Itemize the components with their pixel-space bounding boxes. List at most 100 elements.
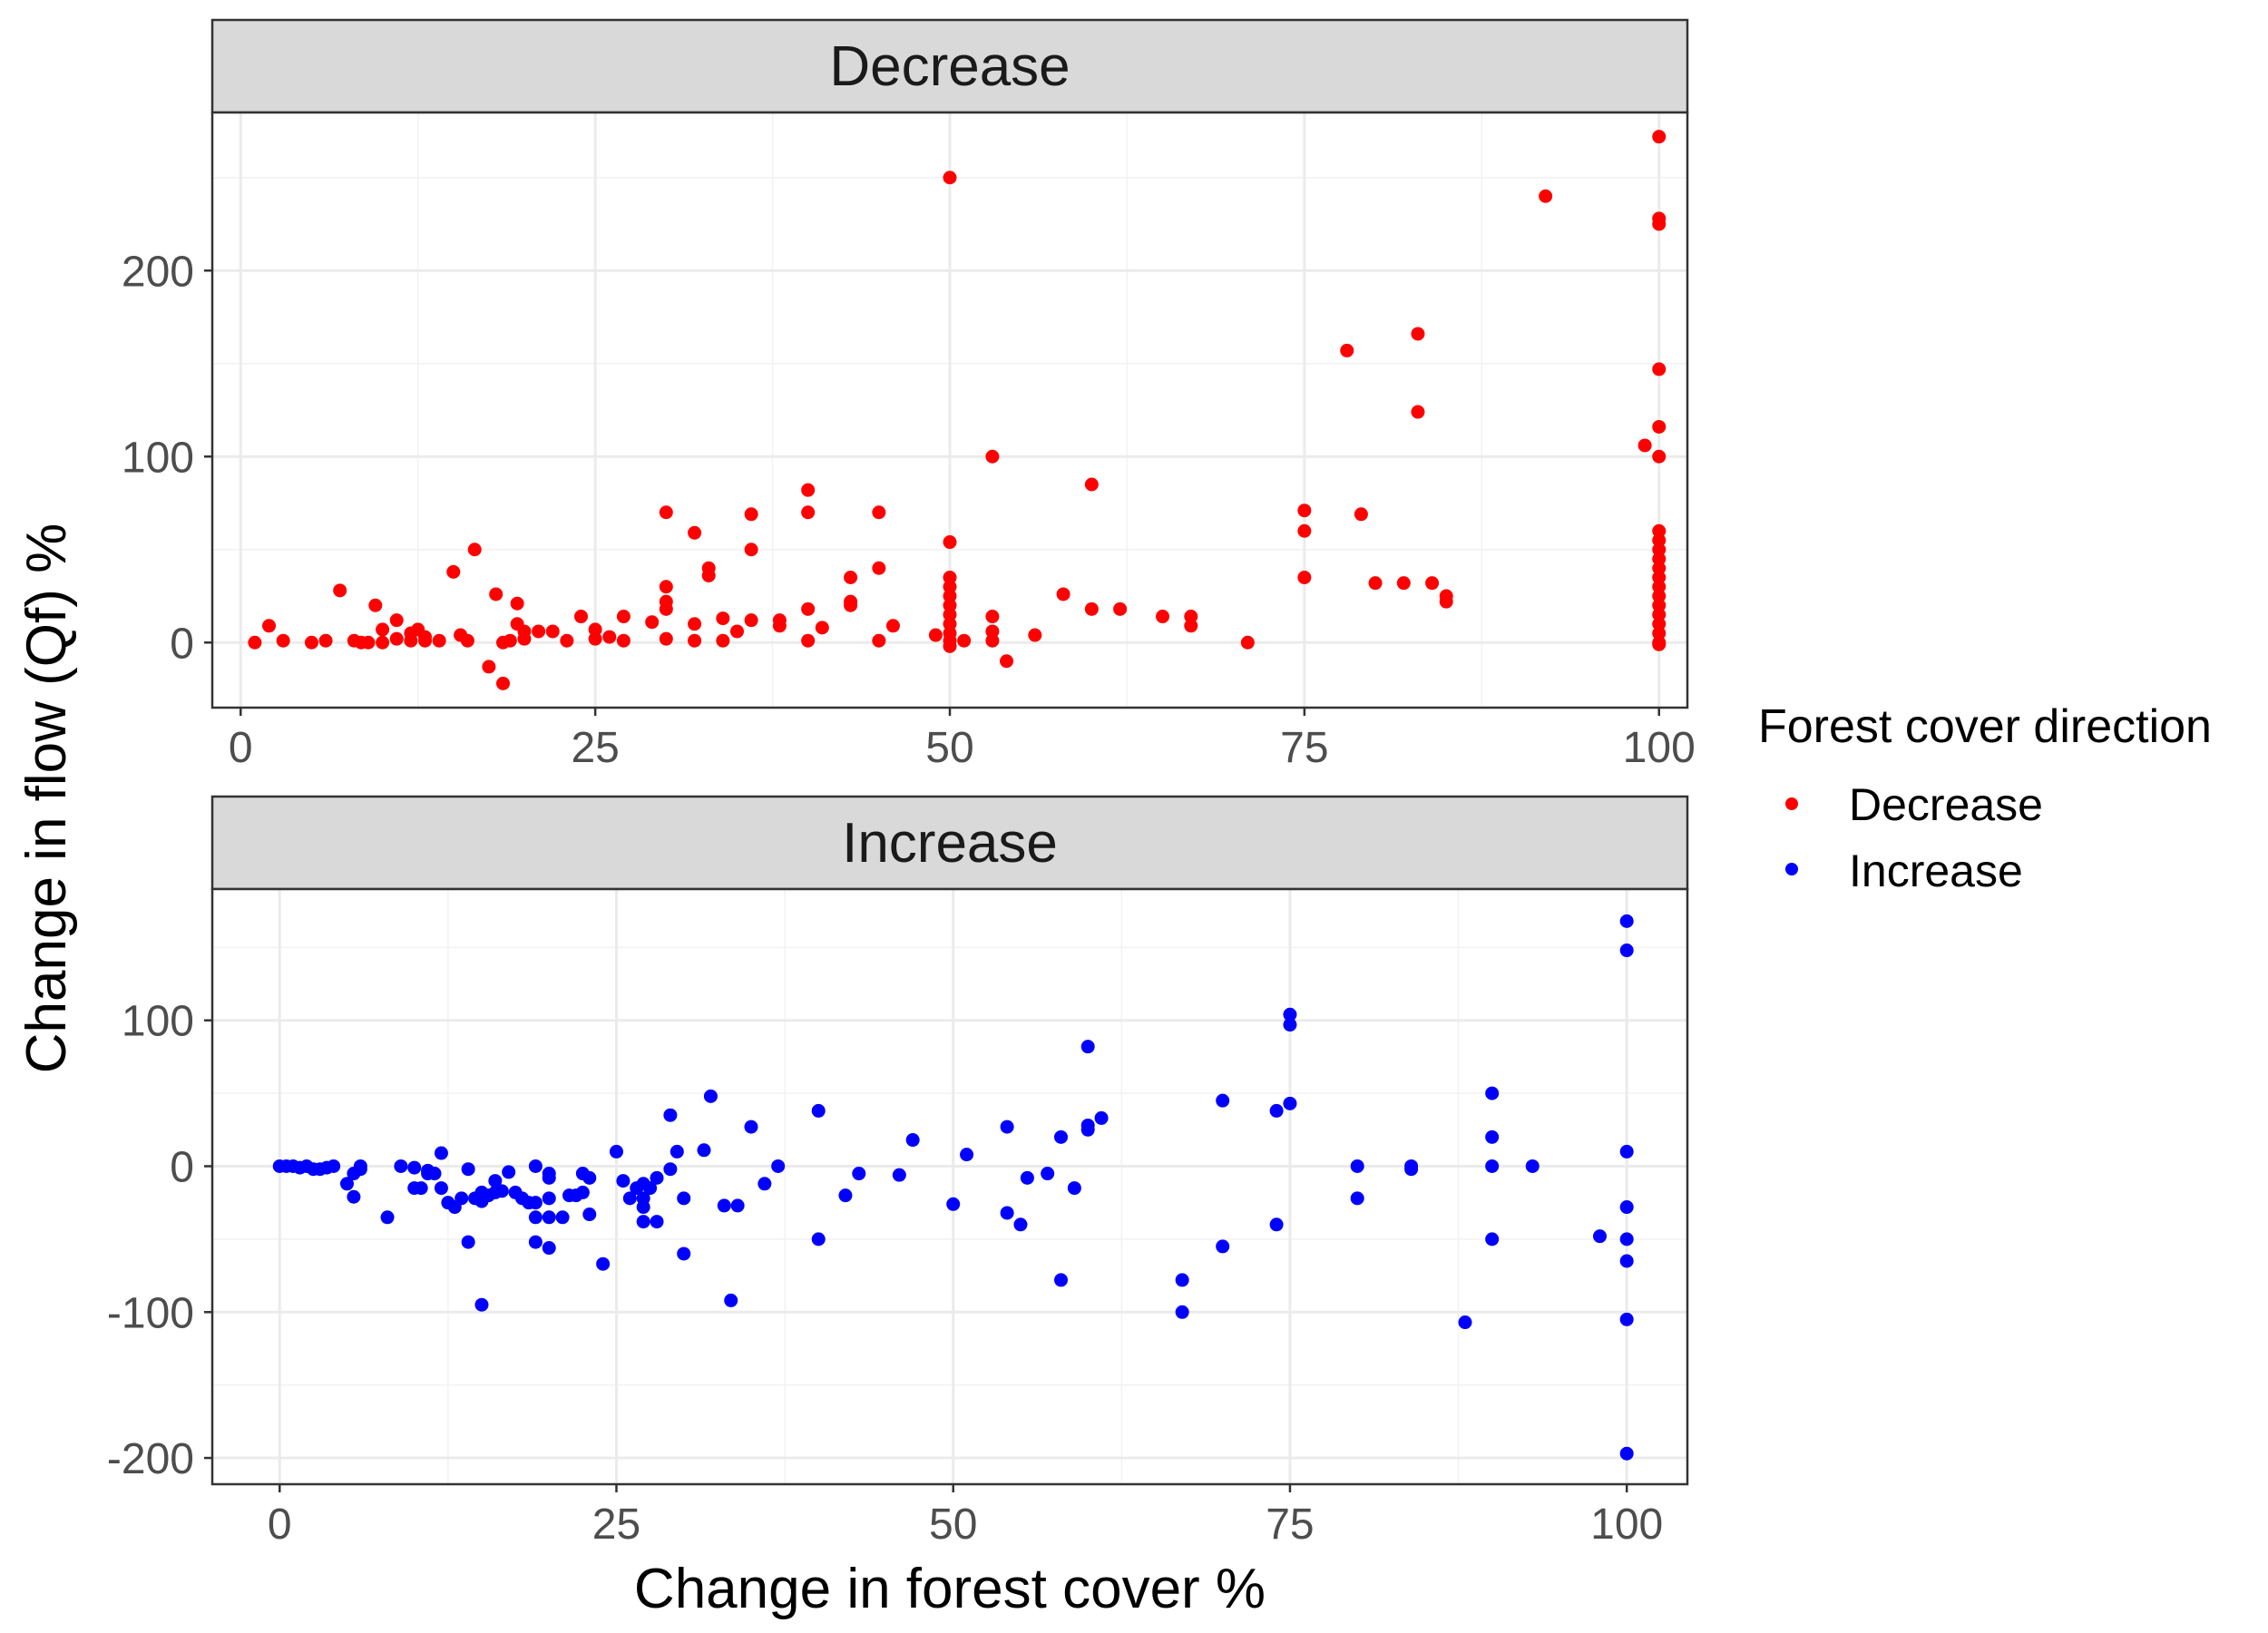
data-point-decrease xyxy=(928,628,943,642)
data-point-increase xyxy=(494,1184,509,1198)
data-point-decrease xyxy=(844,571,858,584)
data-point-increase xyxy=(528,1196,543,1210)
y-axis-title: Change in flow (Qf) % xyxy=(15,523,78,1073)
data-point-increase xyxy=(542,1210,556,1225)
data-point-decrease xyxy=(1184,610,1198,624)
data-point-decrease xyxy=(333,583,347,598)
data-point-increase xyxy=(730,1198,745,1213)
data-point-increase xyxy=(905,1133,920,1148)
data-point-decrease xyxy=(368,598,383,612)
data-point-increase xyxy=(609,1144,623,1159)
data-point-increase xyxy=(528,1210,543,1225)
data-point-decrease xyxy=(545,624,560,639)
data-point-decrease xyxy=(701,568,716,582)
data-point-decrease xyxy=(318,633,333,648)
data-point-decrease xyxy=(943,598,957,612)
data-point-increase xyxy=(677,1247,691,1261)
data-point-increase xyxy=(1080,1122,1095,1137)
data-point-decrease xyxy=(616,610,631,624)
data-point-increase xyxy=(1269,1217,1284,1232)
data-point-decrease xyxy=(943,608,957,621)
data-point-decrease xyxy=(716,633,730,648)
y-tick-label: 200 xyxy=(122,248,194,296)
y-tick-label: 0 xyxy=(170,1143,194,1191)
facet-strip-label-decrease: Decrease xyxy=(829,35,1070,98)
data-point-decrease xyxy=(1652,449,1667,464)
data-point-increase xyxy=(1619,1200,1634,1215)
data-point-increase xyxy=(670,1144,684,1159)
data-point-increase xyxy=(353,1162,367,1177)
data-point-decrease xyxy=(985,610,1000,624)
data-point-decrease xyxy=(645,615,660,630)
data-point-decrease xyxy=(844,594,858,609)
data-point-increase xyxy=(1619,1232,1634,1247)
data-point-decrease xyxy=(517,631,532,646)
data-point-decrease xyxy=(1652,533,1667,547)
data-point-increase xyxy=(1619,944,1634,958)
data-point-increase xyxy=(771,1159,786,1173)
data-point-increase xyxy=(407,1160,422,1175)
x-tick-label: 25 xyxy=(571,724,619,772)
data-point-increase xyxy=(1216,1093,1230,1108)
x-tick-label: 75 xyxy=(1280,724,1328,772)
data-point-increase xyxy=(1000,1120,1014,1134)
data-point-decrease xyxy=(1652,523,1667,538)
y-tick-label: -200 xyxy=(107,1435,194,1483)
data-point-decrease xyxy=(801,483,816,497)
data-point-increase xyxy=(434,1146,448,1160)
data-point-increase xyxy=(703,1089,718,1103)
data-point-increase xyxy=(339,1177,354,1191)
data-point-increase xyxy=(528,1235,543,1249)
data-point-decrease xyxy=(1084,601,1099,616)
data-point-decrease xyxy=(432,633,446,648)
data-point-increase xyxy=(838,1188,853,1203)
data-point-decrease xyxy=(1354,507,1368,522)
data-point-increase xyxy=(1269,1103,1284,1118)
data-point-decrease xyxy=(885,619,900,633)
data-point-decrease xyxy=(1156,610,1170,624)
data-point-decrease xyxy=(1652,626,1667,640)
data-point-increase xyxy=(461,1235,475,1249)
data-point-increase xyxy=(575,1185,590,1199)
data-point-increase xyxy=(1054,1129,1069,1144)
data-point-increase xyxy=(327,1159,341,1173)
data-point-increase xyxy=(1485,1086,1500,1100)
data-point-decrease xyxy=(943,639,957,653)
data-point-decrease xyxy=(1297,523,1312,538)
data-point-decrease xyxy=(467,543,482,557)
data-point-decrease xyxy=(1028,628,1042,642)
data-point-decrease xyxy=(659,601,673,616)
data-point-decrease xyxy=(588,631,602,646)
y-tick-label: 100 xyxy=(122,434,194,482)
data-point-increase xyxy=(1458,1315,1472,1330)
data-point-increase xyxy=(434,1181,448,1196)
data-point-increase xyxy=(596,1257,611,1271)
x-axis-ticks-increase: 0 25 50 75 100 xyxy=(268,1484,1663,1549)
data-point-decrease xyxy=(1539,189,1553,203)
data-point-decrease xyxy=(304,635,318,650)
data-point-decrease xyxy=(985,449,1000,464)
data-point-decrease xyxy=(943,589,957,603)
data-point-decrease xyxy=(985,633,1000,648)
data-point-decrease xyxy=(262,619,277,633)
data-point-increase xyxy=(380,1210,395,1225)
data-point-increase xyxy=(542,1167,556,1181)
data-point-decrease xyxy=(659,505,673,520)
data-point-increase xyxy=(650,1170,664,1185)
data-point-decrease xyxy=(248,635,262,650)
data-point-decrease xyxy=(1113,601,1128,616)
data-point-decrease xyxy=(418,630,433,644)
data-point-increase xyxy=(1080,1040,1095,1054)
x-tick-label: 50 xyxy=(929,1501,977,1549)
data-point-increase xyxy=(811,1103,826,1118)
legend-title: Forest cover direction xyxy=(1758,700,2212,753)
legend-label-decrease: Decrease xyxy=(1849,779,2043,830)
y-axis-ticks-increase: -200 -100 0 100 xyxy=(107,998,212,1483)
data-point-decrease xyxy=(460,633,474,648)
x-tick-label: 100 xyxy=(1590,1501,1663,1549)
legend-key-decrease xyxy=(1785,797,1798,810)
data-point-increase xyxy=(643,1181,658,1196)
data-point-increase xyxy=(1404,1162,1419,1177)
data-point-increase xyxy=(677,1191,691,1206)
